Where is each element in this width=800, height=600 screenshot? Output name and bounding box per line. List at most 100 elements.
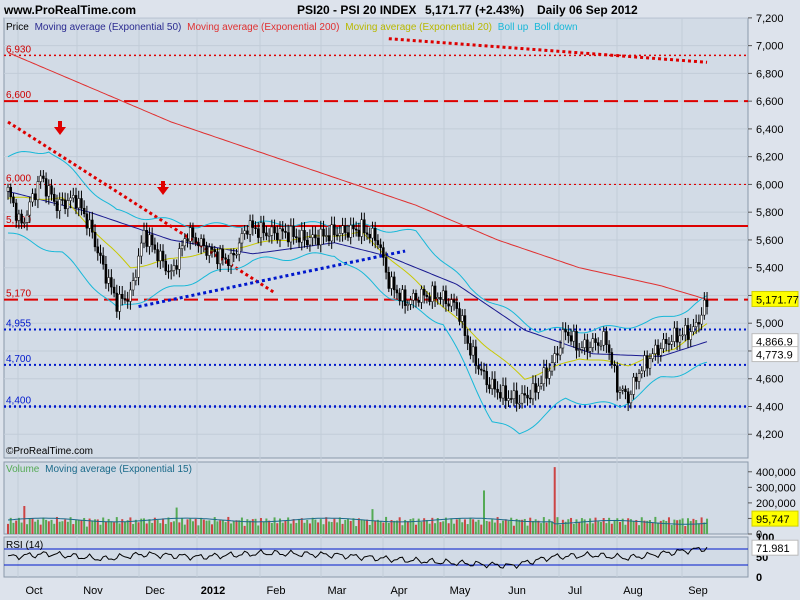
volume-bar (453, 523, 456, 534)
candle-body (188, 227, 192, 242)
candle-body (594, 338, 597, 343)
svg-text:Price Moving average (Expo: Price Moving average (Exponential 50) Mo… (6, 22, 578, 33)
volume-bar (608, 517, 611, 534)
volume-bar (423, 518, 426, 534)
candle-body (175, 265, 178, 270)
volume-bar (398, 517, 401, 534)
volume-bar (31, 518, 34, 534)
candle-body (561, 329, 565, 349)
candle-body (504, 385, 508, 401)
candle-body (395, 289, 399, 294)
candle-body (703, 299, 706, 316)
volume-bar (246, 519, 249, 534)
volume-bar (325, 517, 328, 534)
volume-bar (352, 518, 355, 534)
y-axes: 7,200 7,000 6,800 6,600 6,400 6,200 6,000 5,800… (748, 13, 799, 584)
candle-body (99, 252, 102, 256)
volume-bar (75, 520, 77, 534)
candle-body (431, 285, 434, 302)
candle-body (471, 346, 475, 356)
volume-bar (322, 524, 325, 534)
volume-bar (461, 522, 464, 534)
candle-body (237, 242, 241, 255)
volume-bar (53, 523, 56, 534)
price-badge-text: 4,866.9 (756, 337, 793, 349)
volume-bar (349, 521, 352, 534)
candle-body (406, 304, 410, 306)
volume-bar (91, 520, 94, 534)
candle-body (50, 185, 53, 195)
candle-body (371, 228, 374, 239)
volume-bar (580, 518, 583, 534)
volume-bar (493, 522, 496, 534)
candle-body (91, 219, 94, 233)
downtrend-line-1 (7, 120, 276, 294)
rsi-badge (751, 539, 799, 556)
candle-body (409, 299, 412, 305)
candle-body (387, 272, 391, 289)
volume-bar (273, 517, 276, 534)
volume-bar (7, 523, 9, 534)
volume-bar (512, 525, 515, 534)
volume-bar (42, 517, 45, 534)
candle-body (69, 197, 72, 201)
candle-body (327, 235, 331, 242)
candle-body (52, 193, 56, 202)
candle-body (197, 242, 200, 247)
volume-bar (200, 517, 203, 534)
candle-body (270, 226, 274, 236)
volume-bar (534, 519, 537, 534)
candle-body (311, 234, 314, 238)
candle-body (186, 238, 189, 242)
candle-body (300, 230, 304, 243)
candle-body (243, 230, 246, 234)
candle-body (539, 383, 543, 387)
candle-body (376, 240, 380, 245)
candle-body (428, 296, 431, 302)
volume-bar (439, 522, 442, 534)
volume-bar (28, 518, 31, 534)
volume-tick-label: 400,000 (756, 467, 796, 479)
volume-bar (162, 518, 165, 534)
volume-bar (175, 507, 178, 534)
volume-bar (368, 524, 371, 534)
candle-body (626, 391, 630, 404)
candle-body (398, 292, 401, 302)
candle-body (284, 230, 287, 233)
volume-bar (143, 518, 145, 534)
volume-bar (496, 517, 499, 534)
candle-body (42, 175, 45, 179)
candle-body (390, 276, 393, 289)
volume-bar (619, 521, 621, 534)
volume-bar (262, 521, 265, 534)
volume-bar (202, 519, 205, 534)
candle-body (526, 394, 529, 399)
site-name: www.ProRealTime.com (4, 3, 137, 17)
volume-bar (491, 519, 494, 534)
candle-body (485, 371, 488, 386)
candle-body (273, 226, 276, 234)
volume-bar (268, 520, 271, 534)
candle-body (39, 175, 42, 182)
candle-body (480, 368, 483, 371)
volume-bar (224, 522, 227, 534)
candle-body (259, 222, 263, 238)
volume-bar (676, 520, 679, 534)
volume-bar (265, 518, 268, 534)
candle-body (352, 224, 355, 230)
volume-bar (627, 518, 630, 534)
volume-bar (406, 521, 409, 534)
volume-bar (553, 467, 556, 534)
candle-body (36, 181, 40, 201)
candle-body (588, 347, 592, 352)
volume-bar (385, 516, 388, 534)
volume-bar (276, 523, 279, 534)
volume-tick-label: 300,000 (756, 482, 796, 494)
volume-bar (140, 518, 143, 534)
candle-body (246, 230, 249, 235)
candle-body (289, 226, 293, 243)
volume-bar (591, 523, 594, 534)
candle-body (254, 227, 257, 229)
volume-bar (333, 518, 336, 534)
volume-bar (605, 523, 608, 534)
